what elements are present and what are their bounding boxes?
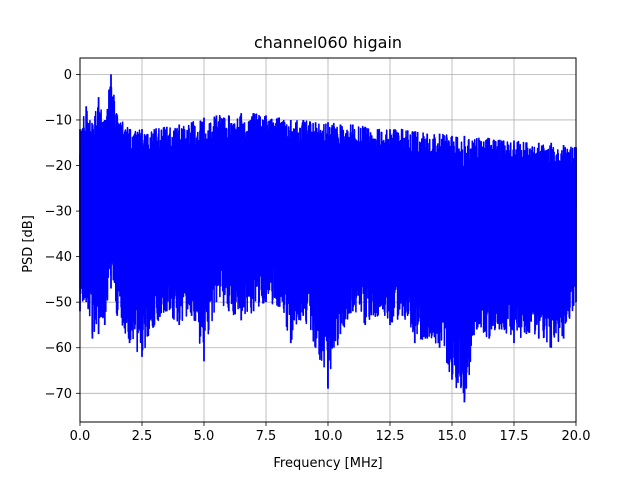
y-axis-label: PSD [dB]: [21, 215, 36, 273]
x-tick-label: 7.5: [256, 429, 277, 444]
y-tick-label: −50: [45, 296, 72, 311]
x-tick-label: 2.5: [132, 429, 153, 444]
y-tick-label: −60: [45, 341, 72, 356]
data-series: [79, 74, 577, 403]
x-tick-label: 5.0: [194, 429, 215, 444]
y-tick-label: −30: [45, 205, 72, 220]
y-tick-label: −70: [45, 387, 72, 402]
y-tick-label: 0: [64, 68, 72, 83]
x-axis-label: Frequency [MHz]: [273, 456, 382, 471]
x-tick-label: 10.0: [314, 429, 343, 444]
y-tick-label: −40: [45, 250, 72, 265]
x-axis-ticks: 0.0 2.5 5.0 7.5 10.0 12.5 15.0 17.5 20.0: [70, 422, 591, 444]
x-tick-label: 20.0: [562, 429, 591, 444]
x-tick-label: 15.0: [438, 429, 467, 444]
y-axis-ticks: 0 −10 −20 −30 −40 −50 −60 −70: [45, 68, 80, 402]
x-tick-label: 17.5: [500, 429, 529, 444]
y-tick-label: −20: [45, 159, 72, 174]
x-tick-label: 12.5: [376, 429, 405, 444]
y-tick-label: −10: [45, 113, 72, 128]
x-tick-label: 0.0: [70, 429, 91, 444]
chart-title: channel060 higain: [254, 33, 402, 52]
